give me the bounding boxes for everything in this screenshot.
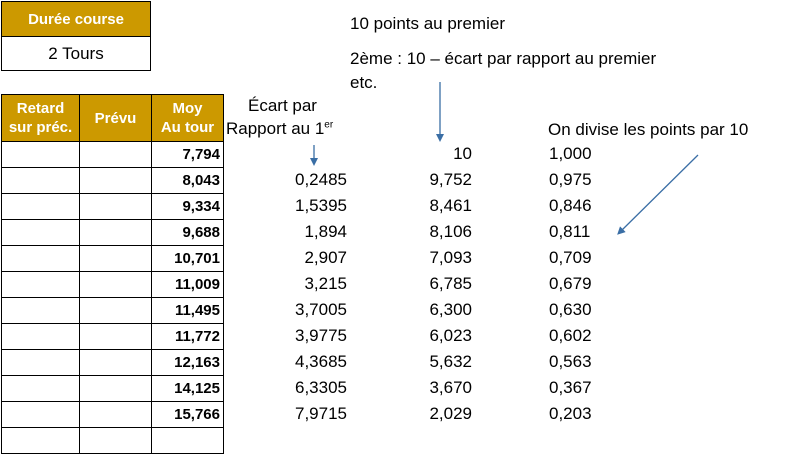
ecart-value: 3,215 xyxy=(304,274,347,293)
divided-value: 0,679 xyxy=(549,274,592,293)
ecart-value: 1,894 xyxy=(304,222,347,241)
header-moy[interactable]: Moy Au tour xyxy=(151,94,224,142)
note-line1: 10 points au premier xyxy=(350,14,505,33)
note-line3: etc. xyxy=(350,73,378,92)
ecart-value: 0,2485 xyxy=(295,170,347,189)
points-value: 8,106 xyxy=(429,222,472,241)
points-value: 7,093 xyxy=(429,248,472,267)
moy-value: 10,701 xyxy=(174,250,220,267)
ecart-value: 3,7005 xyxy=(295,300,347,319)
header-retard-line2: sur préc. xyxy=(8,119,73,136)
divided-value: 0,563 xyxy=(549,352,592,371)
moy-value: 11,495 xyxy=(174,302,220,319)
moy-value: 12,163 xyxy=(174,354,220,371)
divided-value: 0,630 xyxy=(549,300,592,319)
moy-value: 9,334 xyxy=(182,198,220,215)
arrow-to-divided xyxy=(617,154,699,235)
ecart-value: 2,907 xyxy=(304,248,347,267)
ecart-value: 3,9775 xyxy=(295,326,347,345)
points-value: 5,632 xyxy=(429,352,472,371)
header-moy-line2: Au tour xyxy=(160,119,215,136)
points-value: 2,029 xyxy=(429,404,472,423)
points-value: 9,752 xyxy=(429,170,472,189)
header-ecart-sup: er xyxy=(324,119,334,131)
divided-value: 0,367 xyxy=(549,378,592,397)
points-value: 6,300 xyxy=(429,300,472,319)
header-prevu[interactable]: Prévu xyxy=(79,94,152,142)
duration-value-cell[interactable]: 2 Tours xyxy=(1,36,151,71)
divided-value: 0,975 xyxy=(549,170,592,189)
duration-header[interactable]: Durée course xyxy=(1,1,151,37)
header-retard-line1: Retard xyxy=(16,100,65,117)
moy-value: 9,688 xyxy=(182,224,220,241)
header-ecart-line2: Rapport au 1er xyxy=(226,119,333,139)
ecart-value: 6,3305 xyxy=(295,378,347,397)
moy-value: 15,766 xyxy=(174,406,220,423)
header-ecart-line1: Écart par xyxy=(248,96,317,115)
moy-value: 14,125 xyxy=(174,380,220,397)
ecart-value: 7,9715 xyxy=(295,404,347,423)
divided-value: 0,203 xyxy=(549,404,592,423)
points-value: 8,461 xyxy=(429,196,472,215)
note-line2: 2ème : 10 – écart par rapport au premier xyxy=(350,49,657,68)
note-divide: On divise les points par 10 xyxy=(548,120,749,139)
duration-value: 2 Tours xyxy=(48,43,104,63)
points-value: 6,785 xyxy=(429,274,472,293)
divided-value: 0,602 xyxy=(549,326,592,345)
points-value: 6,023 xyxy=(429,326,472,345)
header-ecart-text: Rapport au 1 xyxy=(226,119,325,138)
divided-value: 0,811 xyxy=(549,222,591,241)
header-moy-line1: Moy xyxy=(172,100,203,117)
moy-value: 7,794 xyxy=(182,146,220,163)
points-value: 10 xyxy=(453,144,472,163)
divided-value: 0,709 xyxy=(549,248,592,267)
ecart-value: 4,3685 xyxy=(295,352,347,371)
points-value: 3,670 xyxy=(429,378,472,397)
moy-value: 11,772 xyxy=(174,328,220,345)
header-retard[interactable]: Retard sur préc. xyxy=(1,94,80,142)
ecart-value: 1,5395 xyxy=(295,196,347,215)
moy-value: 8,043 xyxy=(182,172,220,189)
moy-value: 11,009 xyxy=(174,276,220,293)
divided-value: 0,846 xyxy=(549,196,592,215)
divided-value: 1,000 xyxy=(549,144,592,163)
